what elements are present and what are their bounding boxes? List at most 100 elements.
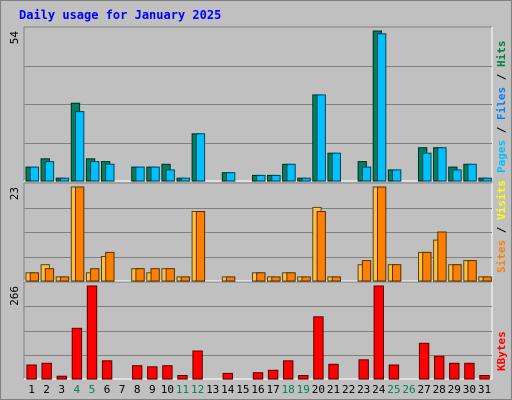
bar-sites-visits-sites-day-3 [59,276,70,282]
legend-segment: Hits [495,41,508,68]
x-tick-label-day-30: 30 [463,383,476,396]
bar-sites-visits-sites-day-14 [226,276,236,282]
bar-sites-visits-sites-day-21 [331,276,342,282]
bar-hits-files-pages-files-day-19 [301,177,311,182]
x-tick-label-day-12: 12 [191,383,204,396]
bar-hits-files-pages-files-day-10 [165,169,175,182]
bar-hits-files-pages-files-day-18 [286,163,296,182]
legend-segment: Visits [495,180,508,220]
bar-sites-visits-sites-day-17 [271,276,281,282]
bar-hits-files-pages-files-day-8 [135,166,145,182]
bar-hits-files-pages-files-day-27 [422,152,432,182]
bar-sites-visits-sites-day-9 [150,268,160,282]
x-tick-label-day-6: 6 [104,383,111,396]
bar-kbytes-kbytes-day-23 [358,359,369,380]
bar-kbytes-kbytes-day-21 [328,363,339,380]
bar-hits-files-pages-files-day-3 [59,177,70,182]
bar-sites-visits-sites-day-30 [467,260,477,282]
bar-kbytes-kbytes-day-5 [86,285,98,380]
bar-sites-visits-sites-day-19 [301,276,311,282]
bar-kbytes-kbytes-day-1 [26,364,37,380]
bar-sites-visits-sites-day-25 [392,264,402,282]
bar-hits-files-pages-files-day-21 [331,152,342,182]
bar-sites-visits-sites-day-4 [75,186,85,282]
chart-title: Daily usage for January 2025 [19,8,222,22]
bar-kbytes-kbytes-day-16 [252,372,264,380]
bar-sites-visits-sites-day-2 [44,268,55,282]
bar-kbytes-kbytes-day-27 [418,342,430,380]
bar-sites-visits-sites-day-18 [286,272,296,282]
bar-hits-files-pages-files-day-17 [271,174,281,182]
x-tick-label-day-7: 7 [119,383,126,396]
x-tick-label-day-18: 18 [282,383,295,396]
legend-segment: / [495,220,508,240]
bar-kbytes-kbytes-day-25 [388,364,400,380]
bar-kbytes-kbytes-day-19 [298,375,309,380]
panel-sites-visits-ymax-label: 23 [8,187,21,200]
bar-sites-visits-sites-day-31 [482,276,492,282]
x-tick-label-day-5: 5 [89,383,96,396]
bar-hits-files-pages-files-day-30 [467,163,477,182]
x-tick-label-day-20: 20 [312,383,325,396]
bar-sites-visits-sites-day-24 [377,186,387,282]
x-tick-label-day-11: 11 [176,383,189,396]
bar-kbytes-kbytes-day-10 [162,365,173,380]
x-tick-label-day-29: 29 [448,383,461,396]
bar-kbytes-kbytes-day-17 [267,369,279,380]
x-tick-label-day-25: 25 [387,383,400,396]
x-tick-label-day-27: 27 [417,383,430,396]
x-tick-label-day-24: 24 [372,383,386,396]
bar-hits-files-pages-files-day-5 [90,161,100,182]
bar-sites-visits-sites-day-27 [422,251,432,282]
bar-sites-visits-sites-day-5 [90,268,100,282]
bar-kbytes-kbytes-day-31 [479,375,490,380]
x-tick-label-day-31: 31 [478,383,491,396]
x-tick-label-day-13: 13 [206,383,219,396]
bar-kbytes-kbytes-day-30 [464,362,475,380]
bar-sites-visits-sites-day-20 [316,211,326,282]
bar-kbytes-kbytes-day-18 [283,360,294,380]
legend-segment: Sites [495,240,508,273]
bar-hits-files-pages-files-day-12 [195,133,206,182]
bar-sites-visits-sites-day-1 [29,272,40,282]
bar-sites-visits-sites-day-16 [256,272,266,282]
legend-segment: / [495,120,508,140]
x-tick-label-day-28: 28 [433,383,446,396]
bar-kbytes-kbytes-day-8 [132,365,143,380]
bar-sites-visits-sites-day-10 [165,268,175,282]
bar-hits-files-pages-files-day-20 [316,94,326,182]
bar-hits-files-pages-files-day-1 [29,166,40,182]
x-tick-label-day-17: 17 [266,383,279,396]
bar-kbytes-kbytes-day-3 [56,375,67,380]
x-tick-label-day-21: 21 [327,383,340,396]
panel-sites-visits-legend-label: Sites / Visits [495,180,508,273]
x-tick-label-day-2: 2 [43,383,50,396]
bar-hits-files-pages-files-day-25 [392,169,402,182]
bar-kbytes-kbytes-day-29 [449,362,460,380]
bar-kbytes-kbytes-day-4 [71,327,83,380]
x-tick-label-day-14: 14 [221,383,235,396]
bar-sites-visits-sites-day-6 [105,251,115,282]
bar-kbytes-kbytes-day-14 [222,372,234,380]
x-tick-label-day-3: 3 [58,383,65,396]
bar-hits-files-pages-files-day-31 [482,177,492,182]
x-tick-label-day-4: 4 [73,383,80,396]
bar-hits-files-pages-files-day-9 [150,166,160,182]
bar-sites-visits-sites-day-8 [135,268,145,282]
bar-hits-files-pages-files-day-16 [256,174,266,182]
bar-kbytes-kbytes-day-9 [147,366,158,380]
bar-hits-files-pages-files-day-28 [437,147,447,182]
bar-sites-visits-sites-day-12 [195,211,206,282]
x-tick-label-day-9: 9 [149,383,156,396]
bar-kbytes-kbytes-day-28 [434,355,445,380]
panel-hits-files-pages-ymax-label: 54 [8,31,21,45]
x-tick-label-day-23: 23 [357,383,370,396]
legend-segment: Pages [495,140,508,173]
bar-hits-files-pages-files-day-2 [44,161,55,182]
legend-segment: Files [495,87,508,120]
panel-kbytes-legend-label: KBytes [495,331,508,371]
x-tick-label-day-16: 16 [251,383,264,396]
legend-segment: KBytes [495,331,508,371]
bar-sites-visits-sites-day-29 [452,264,462,282]
